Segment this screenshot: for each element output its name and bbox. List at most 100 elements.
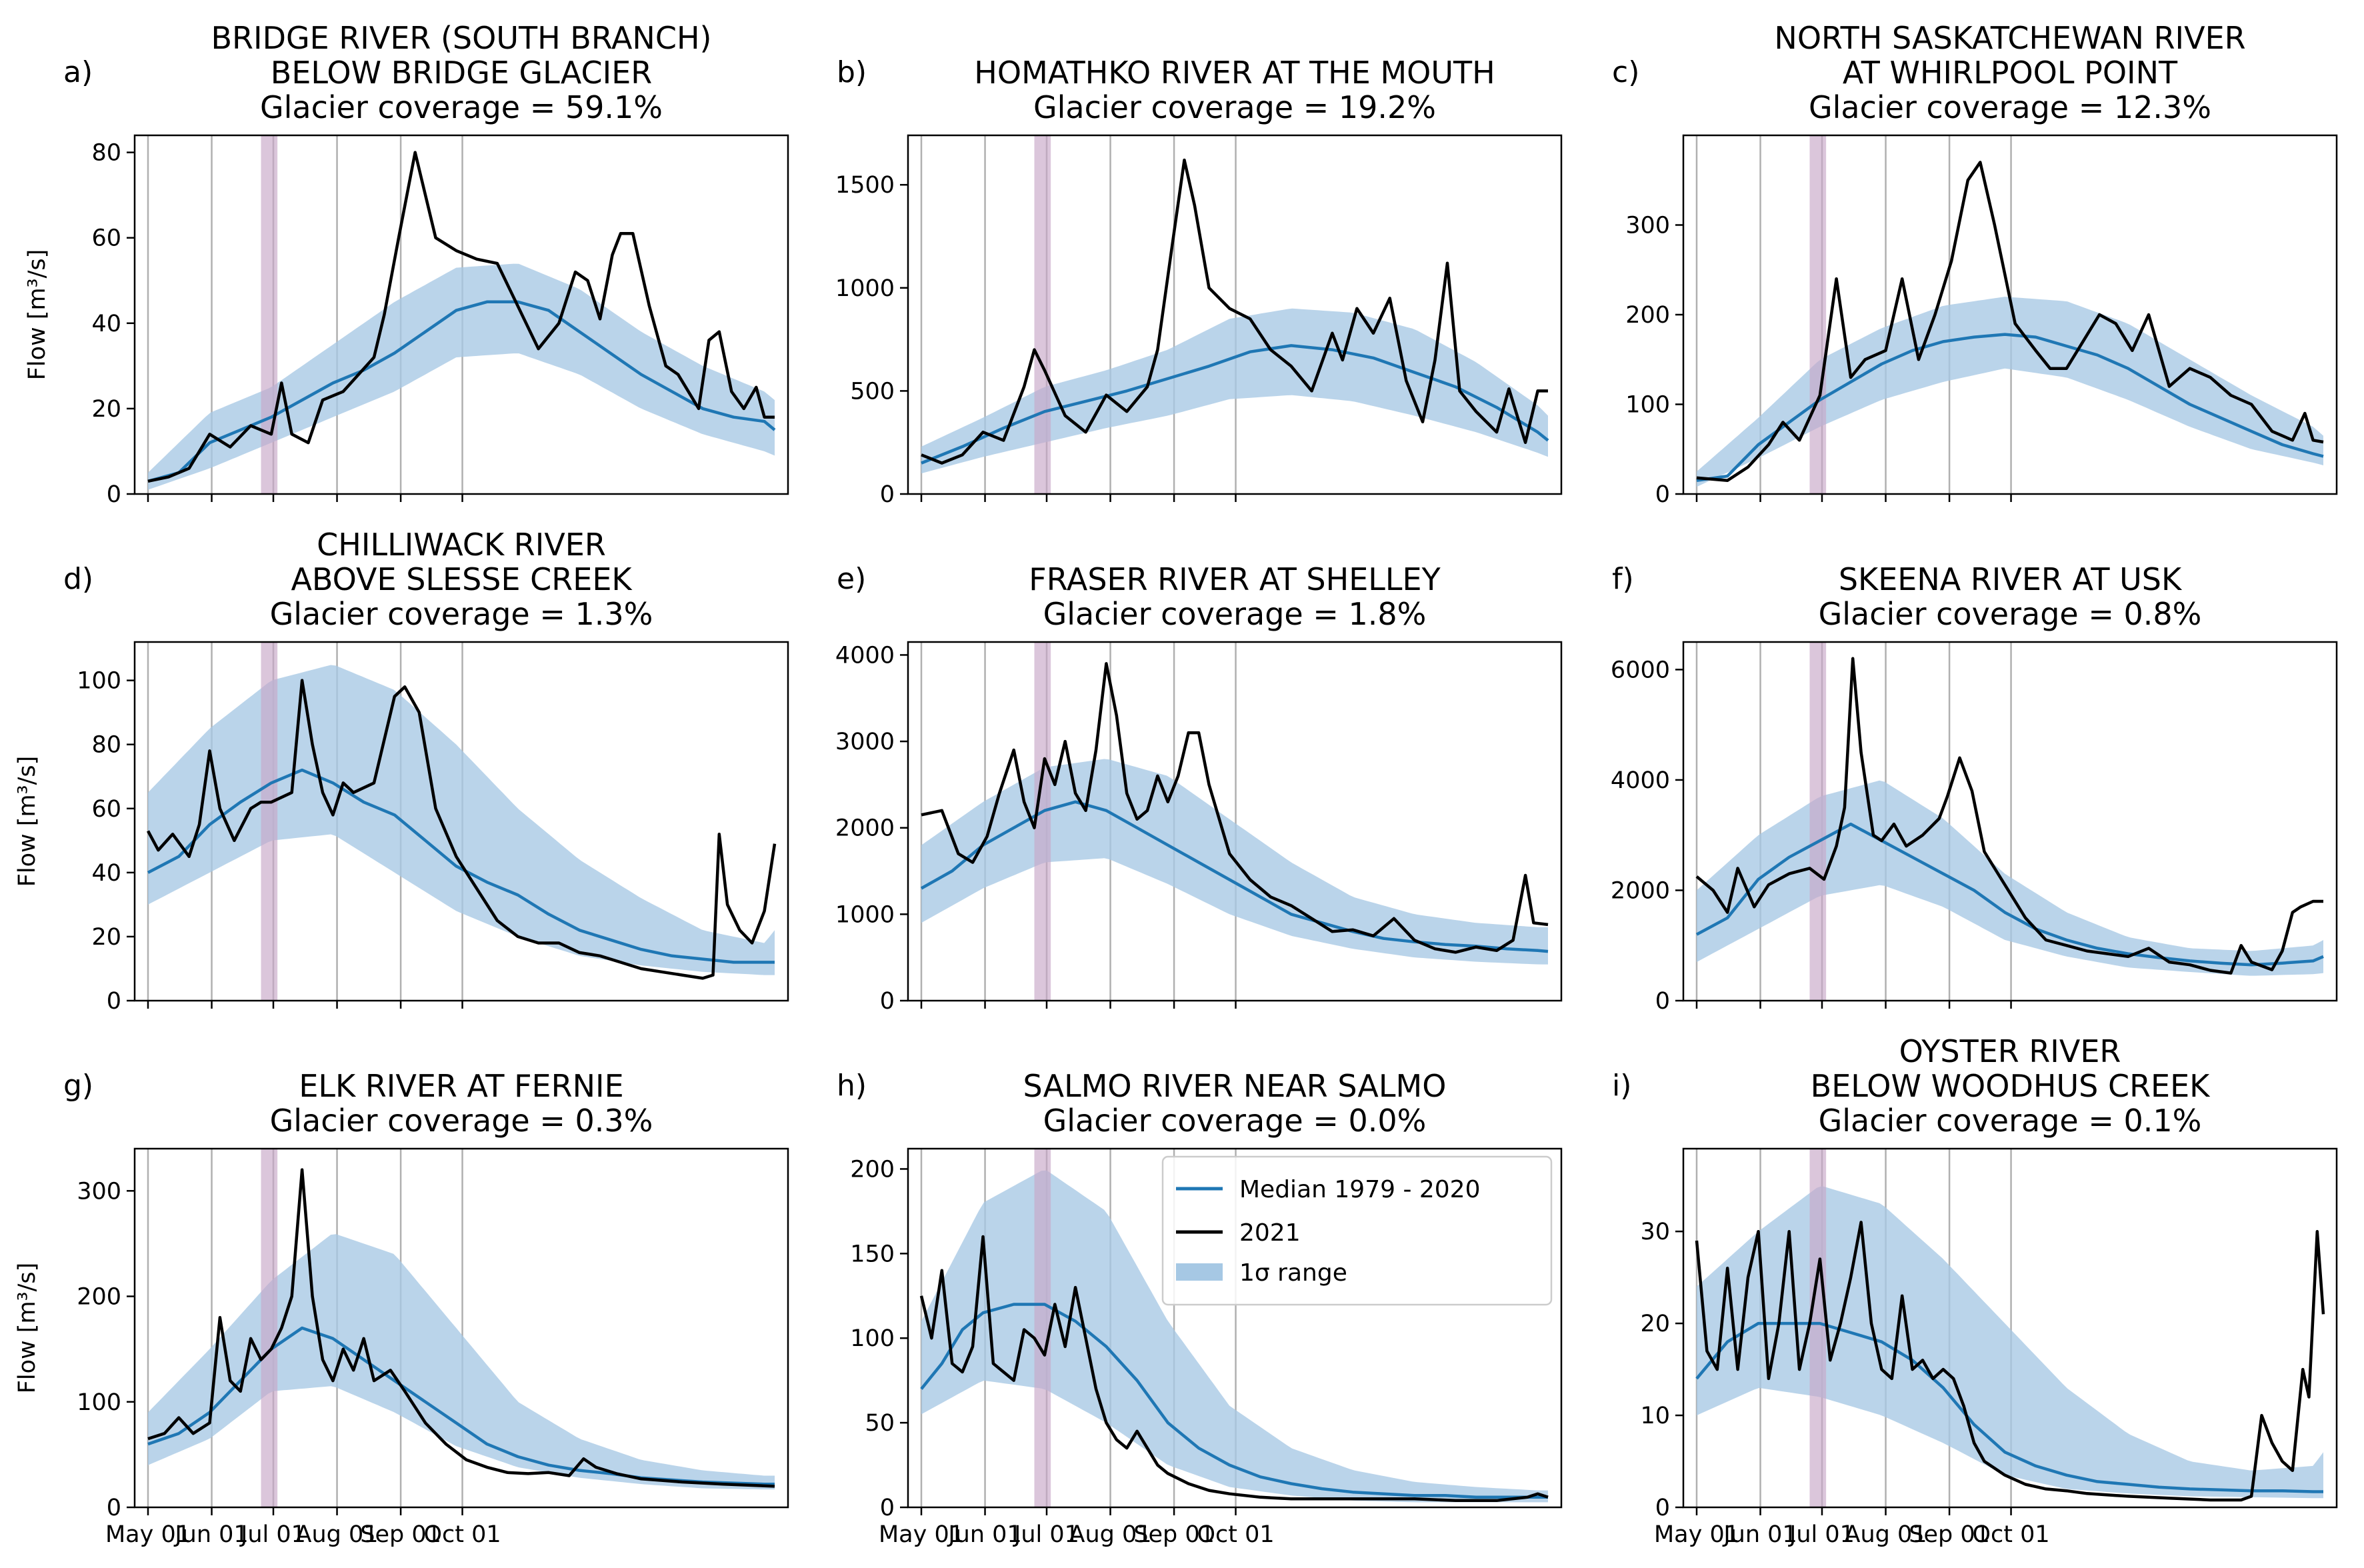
y-tick-label: 80 [91,732,121,759]
panel-title: SALMO RIVER NEAR SALMO [1023,1068,1447,1104]
sigma-range-band [148,665,775,975]
sigma-range-band [148,1234,775,1490]
x-tick-label: Sep 01 [360,1521,441,1548]
median-line [920,800,1549,953]
y-tick-label: 0 [1655,481,1670,508]
axes-frame [907,134,1563,495]
year-2021-line [921,158,1548,465]
heatwave-span [1034,1149,1051,1507]
year-2021-line [147,679,777,980]
panel-grid: 0 20 40 60 80 Flow [m³/s] BRIDGE RIVER (SOUTH … [14,20,2338,1548]
y-tick-label: 0 [107,988,121,1015]
plot-area [147,135,776,494]
panel-title: HOMATHKO RIVER AT THE MOUTH [974,55,1495,91]
y-tick-label: 100 [77,668,121,695]
sigma-range-band [148,263,775,490]
heatwave-span [261,642,278,1001]
glacier-coverage-subtitle: Glacier coverage = 0.1% [1819,1103,2202,1139]
panel-title: ELK RIVER AT FERNIE [299,1068,623,1104]
y-tick-label: 1500 [835,172,895,199]
glacier-coverage-subtitle: Glacier coverage = 1.3% [270,596,653,632]
y-tick-label: 4000 [835,642,895,669]
y-tick-label: 50 [865,1410,895,1437]
panel-a: 0 20 40 60 80 Flow [m³/s] BRIDGE RIVER (SOUTH … [24,20,789,508]
median-line [921,344,1549,465]
year-2021-line [1695,1221,2325,1502]
y-tick-label: 100 [850,1325,895,1352]
panel-f: 0 2000 4000 6000 SKEENA RIVER AT USKGlacier … [1611,561,2338,1015]
x-tick-label: Oct 01 [423,1521,501,1548]
glacier-coverage-subtitle: Glacier coverage = 0.3% [270,1103,653,1139]
legend-range-label: 1σ range [1239,1259,1347,1287]
x-tick-label: May 01 [1654,1521,1739,1548]
plot-area [1695,642,2324,1001]
y-tick-label: 0 [880,481,895,508]
x-tick-label: Aug 01 [296,1521,379,1548]
panel-b: 0 500 1000 1500 HOMATHKO RIVER AT THE MOUTHG… [835,55,1563,508]
y-tick-label: 500 [850,378,895,405]
axes-frame [907,641,1563,1002]
axes-frame [133,134,789,495]
panel-title: OYSTER RIVER [1899,1033,2121,1069]
panel-letter: d) [63,562,93,596]
panel-title: FRASER RIVER AT SHELLEY [1029,561,1441,597]
y-tick-label: 150 [850,1241,895,1267]
panel-letter: c) [1612,55,1639,89]
heatwave-span [1034,135,1051,494]
y-tick-label: 1000 [835,275,895,302]
y-tick-label: 4000 [1611,767,1670,794]
plot-area [147,642,777,1001]
y-tick-label: 3000 [835,729,895,755]
panel-title: ABOVE SLESSE CREEK [291,561,633,597]
axes-frame [133,1147,789,1509]
heatwave-span [1809,642,1827,1001]
plot-area [920,642,1549,1001]
glacier-coverage-subtitle: Glacier coverage = 0.0% [1043,1103,1427,1139]
x-tick-label: Aug 01 [1845,1521,1927,1548]
legend-range-swatch [1176,1263,1223,1281]
panel-title: CHILLIWACK RIVER [317,527,606,563]
median-line [1695,1321,2323,1493]
panel-letter: h) [837,1069,867,1103]
panel-title: BRIDGE RIVER (SOUTH BRANCH) [211,20,711,56]
glacier-coverage-subtitle: Glacier coverage = 1.8% [1043,596,1427,632]
panel-letter: b) [837,55,867,89]
x-tick-label: Jul 01 [1788,1521,1855,1548]
y-tick-label: 200 [77,1284,121,1311]
panel-title: NORTH SASKATCHEWAN RIVER [1774,20,2245,56]
median-line [147,768,775,964]
y-tick-label: 0 [107,1495,121,1521]
sigma-range-band [921,308,1548,474]
x-tick-label: Jul 01 [239,1521,306,1548]
y-tick-label: 300 [1625,213,1670,239]
x-tick-label: May 01 [105,1521,191,1548]
x-tick-label: Sep 01 [1133,1521,1215,1548]
glacier-coverage-subtitle: Glacier coverage = 19.2% [1033,89,1436,125]
x-tick-label: Aug 01 [1069,1521,1152,1548]
y-tick-label: 40 [91,860,121,887]
median-line [920,1303,1548,1499]
plot-area [921,135,1549,494]
x-tick-label: Jun 01 [173,1521,248,1548]
year-2021-line [1696,161,2324,483]
heatwave-span [1034,642,1051,1001]
legend-median-label: Median 1979 - 2020 [1239,1176,1481,1203]
x-tick-label: Jun 01 [947,1521,1021,1548]
median-line [147,300,776,483]
y-tick-label: 1000 [835,901,895,928]
panel-title: AT WHIRLPOOL POINT [1843,55,2178,91]
plot-area [1696,135,2324,494]
year-2021-line [1695,657,2323,975]
median-line [1696,333,2324,483]
panel-letter: g) [63,1069,93,1103]
y-tick-label: 2000 [835,815,895,842]
median-line [1695,822,2324,967]
y-axis-label: Flow [m³/s] [14,1263,41,1393]
plot-area [919,1149,1549,1507]
heatwave-span [261,1149,278,1507]
x-tick-label: Jul 01 [1013,1521,1079,1548]
